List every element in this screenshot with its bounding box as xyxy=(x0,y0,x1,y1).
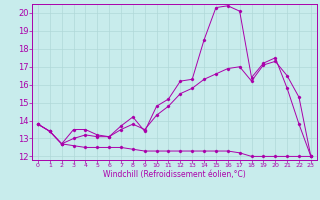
X-axis label: Windchill (Refroidissement éolien,°C): Windchill (Refroidissement éolien,°C) xyxy=(103,170,246,179)
